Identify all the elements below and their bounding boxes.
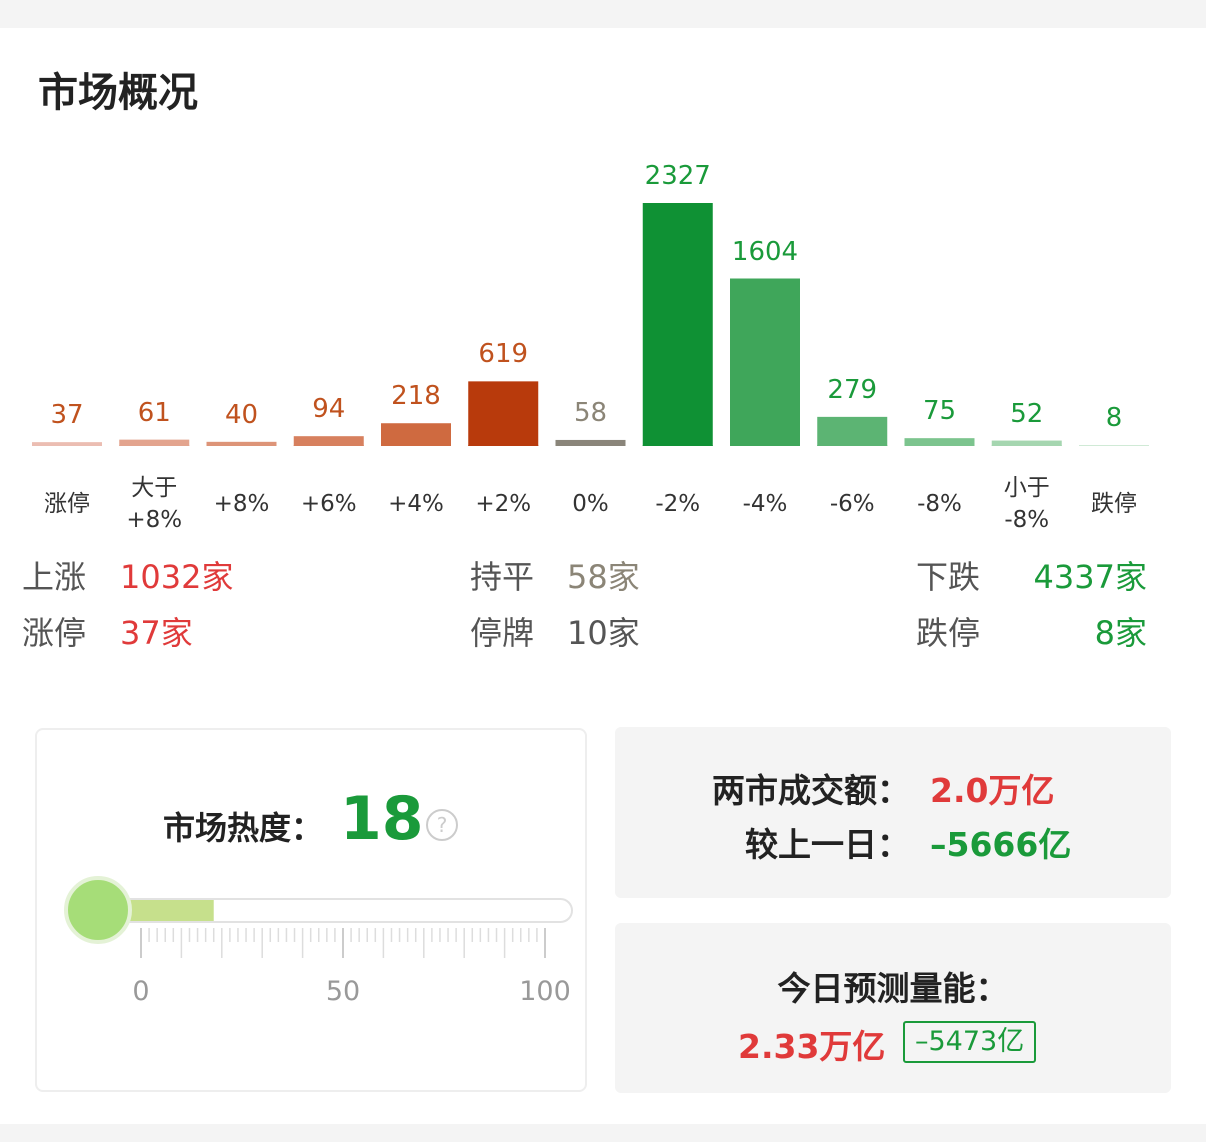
bar [32, 442, 102, 446]
x-tick-label: 跌停 [1091, 491, 1137, 517]
forecast-panel [615, 923, 1171, 1093]
bar [381, 423, 451, 446]
value-label: 40 [224, 399, 259, 430]
change: –5666亿 [930, 825, 1072, 864]
stat-label: 跌停 [916, 614, 981, 652]
gauge-bulb [64, 876, 132, 944]
stat-label: 下跌 [916, 558, 981, 596]
stat-value: 37家 [120, 614, 193, 652]
x-tick-label: +6% [300, 491, 357, 517]
heat-panel [35, 728, 587, 1092]
gauge-tick-label: 100 [519, 976, 571, 1007]
bar [119, 439, 190, 446]
title: 市场概况 [38, 70, 198, 116]
turnover-panel [615, 727, 1171, 898]
bar [904, 438, 975, 446]
forecast: 2.33万亿 [738, 1027, 886, 1066]
x-tick-label: -2% [655, 491, 701, 517]
stat-value: 4337家 [1033, 558, 1147, 596]
bar [206, 441, 277, 446]
stat-value: 10家 [567, 614, 640, 652]
top-band [0, 0, 1206, 28]
bar [555, 439, 626, 446]
value-label: 58 [573, 397, 608, 428]
x-tick-label: +8% [213, 491, 270, 517]
heat-label: 市场热度： [163, 809, 324, 847]
value-label: 52 [1010, 398, 1044, 429]
x-tick-label: 大于 +8% [126, 475, 183, 533]
bar [730, 278, 800, 446]
x-tick-label: -4% [742, 491, 788, 517]
heat-value: 18 [340, 784, 424, 854]
x-tick-label: 0% [572, 491, 609, 517]
stat-value: 8家 [1094, 614, 1147, 652]
x-tick-label: +2% [475, 491, 532, 517]
value-label: 1604 [731, 236, 799, 267]
x-tick-label: -6% [829, 491, 875, 517]
value-label: 8 [1105, 403, 1123, 434]
value-label: 37 [50, 400, 84, 431]
value-label: 279 [827, 374, 878, 405]
bar [991, 440, 1062, 446]
value-label: 75 [922, 396, 957, 427]
stat-label: 停牌 [470, 614, 535, 652]
x-tick-label: -8% [917, 491, 962, 517]
stat-label: 涨停 [22, 614, 87, 652]
x-tick-label: +4% [388, 491, 444, 517]
bottom-band [0, 1124, 1206, 1142]
value-label: 61 [137, 397, 171, 428]
stat-label: 持平 [470, 558, 535, 596]
help-icon[interactable]: ? [426, 809, 458, 841]
turnover: 2.0万亿 [930, 771, 1055, 810]
change-label: 较上一日： [745, 825, 910, 864]
value-label: 619 [478, 339, 529, 370]
x-tick-label: 涨停 [44, 491, 90, 517]
stat-label: 上涨 [22, 558, 87, 596]
bar [1079, 445, 1149, 446]
stat-value: 58家 [567, 558, 640, 596]
bar [642, 203, 713, 446]
bar [293, 436, 364, 446]
turnover-label: 两市成交额： [712, 771, 910, 810]
forecast-change: –5473亿 [903, 1021, 1037, 1063]
x-tick-label: 小于 -8% [1003, 475, 1050, 533]
gauge-tick-label: 0 [132, 976, 149, 1007]
value-label: 218 [391, 381, 441, 412]
stat-value: 1032家 [120, 558, 234, 596]
gauge-tick-label: 50 [326, 976, 360, 1007]
forecast-label: 今日预测量能： [777, 969, 1009, 1008]
value-label: 94 [312, 394, 346, 425]
bar [817, 416, 888, 446]
bar [468, 381, 539, 446]
value-label: 2327 [644, 161, 711, 191]
